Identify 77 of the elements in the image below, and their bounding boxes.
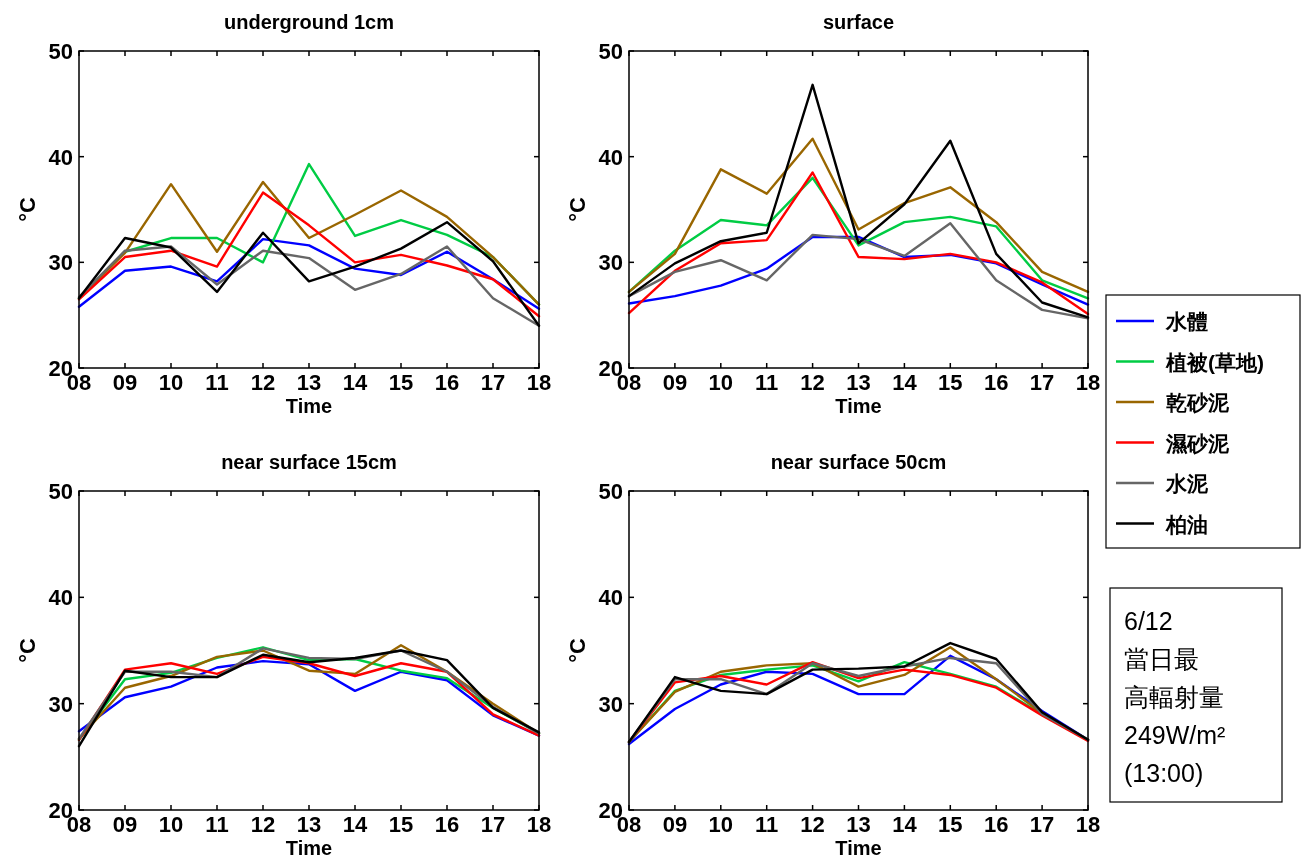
- x-tick-label: 12: [800, 370, 825, 395]
- y-tick-label: 50: [598, 39, 623, 64]
- x-axis-title: Time: [835, 837, 882, 859]
- x-tick-label: 13: [296, 370, 322, 395]
- y-tick-label: 30: [48, 691, 73, 717]
- text: 高輻射量: [1124, 683, 1224, 711]
- x-tick-label: 17: [1029, 812, 1055, 837]
- x-tick-label: 15: [388, 812, 414, 837]
- y-tick-label: 40: [48, 144, 73, 170]
- y-axis-title: °C: [565, 638, 590, 663]
- x-tick-label: 11: [755, 370, 779, 395]
- x-tick-label: 14: [892, 370, 918, 395]
- x-tick-label: 18: [1075, 370, 1101, 395]
- x-tick-label: 16: [983, 812, 1009, 837]
- legend-label: 濕砂泥: [1165, 431, 1230, 455]
- x-tick-label: 09: [112, 812, 138, 837]
- x-tick-label: 18: [526, 812, 552, 837]
- chart-title: surface: [822, 11, 895, 33]
- legend-label: 水體: [1165, 310, 1208, 333]
- x-tick-label: 10: [158, 370, 184, 395]
- line-series: [77, 237, 541, 311]
- x-tick-label: 10: [708, 812, 734, 837]
- x-tick-label: 12: [800, 812, 825, 837]
- x-tick-label: 13: [846, 370, 871, 395]
- x-axis-title: Time: [285, 395, 333, 417]
- x-tick-label: 16: [434, 370, 460, 395]
- x-tick-label: 12: [250, 812, 276, 837]
- x-tick-label: 09: [112, 370, 138, 395]
- x-tick-label: 10: [708, 370, 734, 395]
- x-tick-label: 18: [1075, 812, 1101, 837]
- x-tick-label: 11: [205, 370, 229, 395]
- x-tick-label: 13: [846, 812, 871, 837]
- x-tick-label: 09: [662, 812, 688, 837]
- x-tick-label: 15: [938, 812, 963, 837]
- y-tick-label: 30: [598, 250, 623, 276]
- y-tick-label: 50: [48, 479, 73, 504]
- x-tick-label: 15: [938, 370, 963, 395]
- text: (13:00): [1124, 759, 1204, 787]
- y-axis-title: °C: [15, 638, 40, 663]
- x-tick-label: 18: [526, 370, 552, 395]
- line-series: [77, 191, 541, 318]
- x-tick-label: 10: [158, 812, 184, 837]
- x-tick-label: 16: [983, 370, 1009, 395]
- x-tick-label: 11: [755, 812, 779, 837]
- x-tick-label: 14: [342, 370, 368, 395]
- x-tick-label: 13: [296, 812, 322, 837]
- chart-title: near surface 15cm: [221, 451, 397, 473]
- legend-label: 水泥: [1165, 472, 1209, 495]
- y-tick-label: 40: [48, 585, 73, 611]
- x-tick-label: 17: [480, 812, 506, 837]
- x-tick-label: 16: [434, 812, 460, 837]
- x-tick-label: 17: [480, 370, 506, 395]
- legend-label: 乾砂泥: [1166, 391, 1230, 414]
- x-tick-label: 12: [250, 370, 276, 395]
- legend-label: 植被(草地): [1165, 350, 1264, 374]
- x-tick-label: 11: [205, 812, 229, 837]
- y-axis-title: °C: [565, 197, 590, 222]
- chart-title: near surface 50cm: [770, 451, 947, 473]
- y-tick-label: 40: [598, 585, 623, 611]
- y-tick-label: 50: [598, 479, 623, 504]
- x-tick-label: 17: [1029, 370, 1055, 395]
- text: 249W/m²: [1124, 721, 1226, 749]
- text: 6/12: [1124, 607, 1173, 635]
- x-tick-label: 15: [388, 370, 414, 395]
- x-tick-label: 14: [892, 812, 918, 837]
- y-axis-title: °C: [15, 197, 40, 222]
- text: 當日最: [1124, 645, 1199, 673]
- x-axis-title: Time: [285, 837, 333, 859]
- legend-label: 柏油: [1165, 512, 1208, 536]
- x-tick-label: 14: [342, 812, 368, 837]
- chart-title: underground 1cm: [223, 11, 395, 33]
- y-tick-label: 40: [598, 144, 623, 170]
- x-axis-title: Time: [835, 395, 882, 417]
- y-tick-label: 30: [598, 691, 623, 717]
- y-tick-label: 50: [48, 39, 73, 64]
- x-tick-label: 09: [662, 370, 688, 395]
- y-tick-label: 30: [48, 250, 73, 276]
